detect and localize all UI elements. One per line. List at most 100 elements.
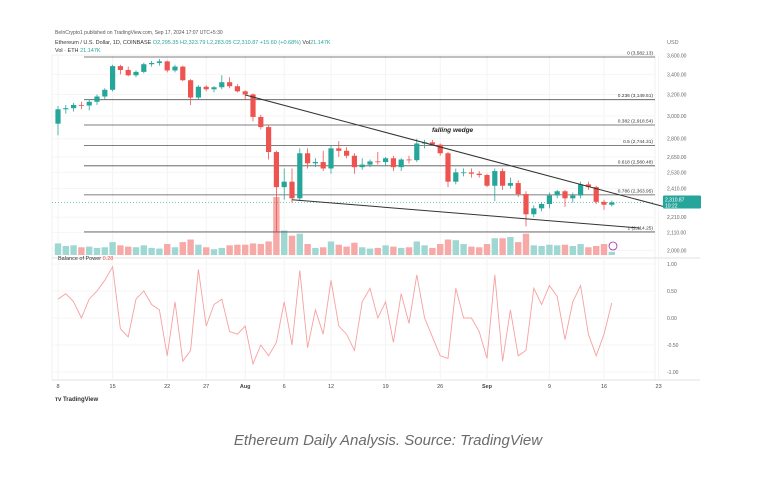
trendline-upper: [245, 94, 665, 208]
candle-body: [250, 94, 256, 117]
candle-body: [523, 194, 529, 215]
fib-level-label: 0.786 (2,363.95): [618, 188, 654, 194]
candle-body: [383, 158, 389, 163]
candle-body: [117, 66, 123, 70]
volume-bar: [148, 247, 155, 255]
bop-axis-label: -1.00: [667, 370, 679, 376]
bop-legend: Balance of Power 0.28: [58, 256, 113, 262]
volume-bar: [132, 247, 140, 255]
volume-bar: [351, 242, 358, 255]
price-axis-label: 3,200.00: [667, 92, 687, 98]
volume-bar: [437, 244, 444, 255]
candle-body: [110, 66, 116, 90]
symbol-label: Ethereum / U.S. Dollar, 1D, COINBASE: [55, 40, 152, 46]
candle-body: [312, 162, 318, 164]
x-tick-label: 16: [601, 384, 607, 390]
x-tick-label: 22: [164, 384, 170, 390]
volume-bar: [546, 244, 553, 255]
candle-body: [149, 62, 155, 65]
volume-bar: [585, 247, 592, 255]
volume-bar: [608, 251, 615, 255]
tradingview-label: TradingView: [62, 397, 99, 403]
volume-bar: [86, 246, 93, 255]
candle-body: [195, 86, 201, 98]
x-tick-label: 19: [383, 384, 389, 390]
volume-bar: [234, 244, 241, 255]
candle-body: [429, 142, 435, 145]
vol-eth-value: 21.147K: [80, 48, 101, 54]
volume-bar: [554, 245, 561, 255]
price-axis-label: 2,800.00: [667, 137, 687, 143]
candle-body: [133, 71, 139, 76]
volume-bar: [54, 243, 62, 255]
volume-bar: [444, 239, 452, 255]
volume-bar: [452, 240, 459, 255]
candle-body: [266, 127, 272, 153]
volume-bar: [522, 233, 530, 255]
candle-body: [570, 195, 576, 199]
candle-body: [289, 181, 295, 199]
candle-body: [453, 172, 459, 182]
candle-body: [78, 104, 84, 106]
volume-bar: [530, 245, 537, 255]
close-value: C2,310.87: [232, 40, 259, 46]
x-tick-label: 6: [283, 384, 286, 390]
volume-bar: [101, 247, 108, 255]
volume-bar: [382, 245, 389, 255]
volume-bar: [335, 244, 342, 255]
current-price-countdown: 10:22: [665, 203, 678, 209]
legend-ohlc: Ethereum / U.S. Dollar, 1D, COINBASE O2,…: [55, 40, 331, 46]
volume-bar: [187, 239, 194, 255]
candle-body: [562, 191, 568, 199]
volume-bar: [265, 241, 272, 255]
candle-body: [367, 161, 373, 165]
volume-bar: [210, 249, 218, 255]
currency-label: USD: [667, 40, 679, 46]
candle-body: [63, 108, 69, 110]
bop-axis-label: 1.00: [667, 262, 677, 268]
candle-body: [578, 184, 584, 196]
x-tick-label: 9: [548, 384, 551, 390]
bop-axis-label: 0.00: [667, 316, 677, 322]
candle-body: [375, 161, 381, 163]
volume-bar: [312, 247, 319, 255]
volume-bar: [413, 241, 420, 255]
candle-body: [258, 116, 264, 128]
fib-level-label: 0.5 (2,744.31): [623, 139, 653, 145]
bop-title: Balance of Power: [58, 256, 102, 262]
candle-body: [609, 202, 615, 205]
volume-bar: [398, 247, 405, 255]
candle-body: [336, 148, 342, 151]
candle-body: [445, 153, 451, 182]
price-axis-label: 3,000.00: [667, 114, 687, 120]
candle-body: [390, 158, 396, 168]
fib-level-label: 0.382 (2,918.54): [618, 118, 654, 124]
candle-body: [593, 187, 599, 202]
volume-bar: [70, 245, 77, 255]
candle-body: [359, 164, 365, 168]
price-axis-label: 3,600.00: [667, 53, 687, 59]
candle-body: [273, 152, 279, 188]
volume-bar: [164, 244, 171, 255]
x-tick-label: Sep: [482, 384, 493, 390]
volume-bar: [320, 247, 327, 255]
fib-level-label: 0.618 (2,580.48): [618, 159, 654, 165]
low-value: L2,283.05: [206, 40, 232, 46]
x-tick-label: 23: [656, 384, 662, 390]
volume-bar: [374, 247, 381, 255]
candle-body: [351, 155, 357, 168]
x-tick-label: Aug: [240, 384, 251, 390]
price-axis-label: 2,650.00: [667, 155, 687, 161]
trendline-lower: [291, 199, 640, 229]
volume-bar: [515, 242, 522, 255]
volume-bar: [421, 245, 428, 255]
volume-bar: [195, 244, 202, 255]
current-price-badge: [663, 195, 701, 209]
candle-body: [601, 201, 607, 205]
tradingview-logo[interactable]: ᴛᴠ TradingView: [55, 397, 98, 403]
candle-body: [531, 208, 537, 215]
vol-eth-label: Vol · ETH: [55, 48, 79, 54]
candle-body: [86, 101, 92, 106]
price-axis-label: 2,110.00: [667, 231, 686, 237]
